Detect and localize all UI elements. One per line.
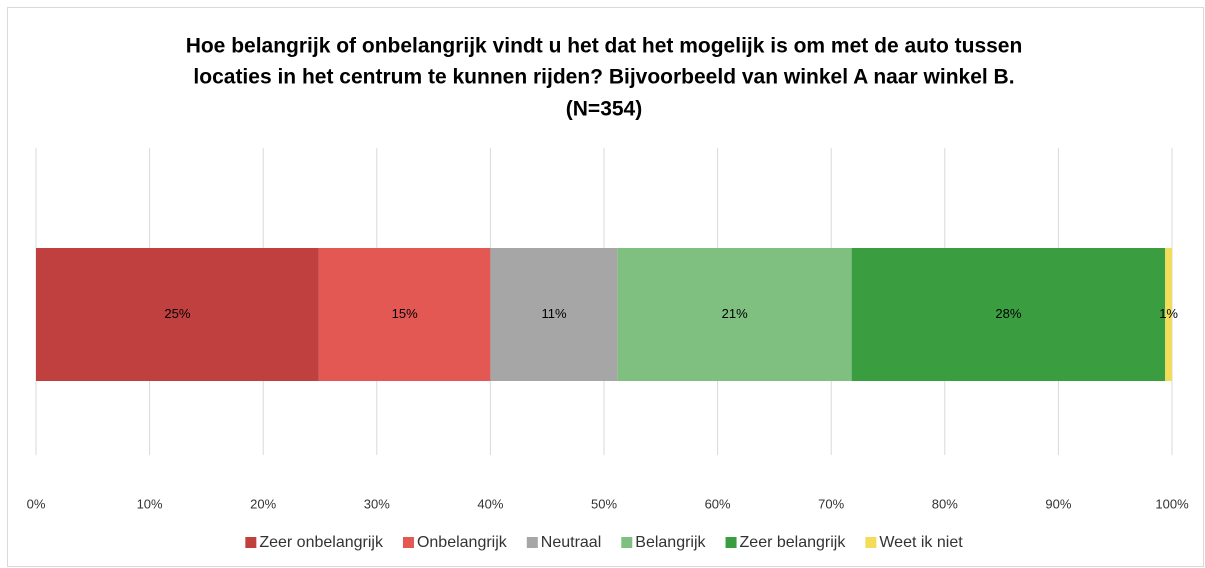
x-tick-label: 30% xyxy=(364,496,390,511)
legend-swatch xyxy=(865,537,877,548)
bar-segment xyxy=(36,248,319,381)
x-tick-label: 70% xyxy=(818,496,844,511)
chart-title: (N=354) xyxy=(566,98,642,121)
bar-segment xyxy=(851,248,1166,381)
legend-label: Neutraal xyxy=(541,534,601,551)
legend-swatch xyxy=(526,537,538,548)
legend-swatch xyxy=(402,537,414,548)
x-tick-label: 10% xyxy=(137,496,163,511)
legend-label: Zeer belangrijk xyxy=(740,534,847,551)
x-tick-label: 100% xyxy=(1155,496,1189,511)
bar-segment xyxy=(318,248,491,381)
data-label: 1% xyxy=(1159,306,1178,321)
legend-label: Weet ik niet xyxy=(879,534,963,551)
legend-swatch xyxy=(245,537,257,548)
x-tick-label: 60% xyxy=(705,496,731,511)
legend-swatch xyxy=(621,537,633,548)
chart-title: locaties in het centrum te kunnen rijden… xyxy=(193,66,1014,89)
bar-segment xyxy=(490,248,618,381)
legend-label: Belangrijk xyxy=(635,534,706,551)
x-tick-label: 90% xyxy=(1045,496,1071,511)
x-tick-label: 50% xyxy=(591,496,617,511)
data-label: 21% xyxy=(722,306,748,321)
legend-swatch xyxy=(725,537,737,548)
x-tick-label: 0% xyxy=(27,496,46,511)
legend-label: Onbelangrijk xyxy=(417,534,508,551)
x-tick-label: 80% xyxy=(932,496,958,511)
data-label: 11% xyxy=(541,306,566,321)
bar-segment xyxy=(617,248,852,381)
chart-title: Hoe belangrijk of onbelangrijk vindt u h… xyxy=(186,35,1023,58)
data-label: 15% xyxy=(392,306,418,321)
bar-segment xyxy=(1165,248,1172,381)
x-tick-label: 20% xyxy=(250,496,276,511)
legend-label: Zeer onbelangrijk xyxy=(259,534,384,551)
x-tick-label: 40% xyxy=(477,496,503,511)
data-label: 25% xyxy=(164,306,190,321)
data-label: 28% xyxy=(995,306,1021,321)
